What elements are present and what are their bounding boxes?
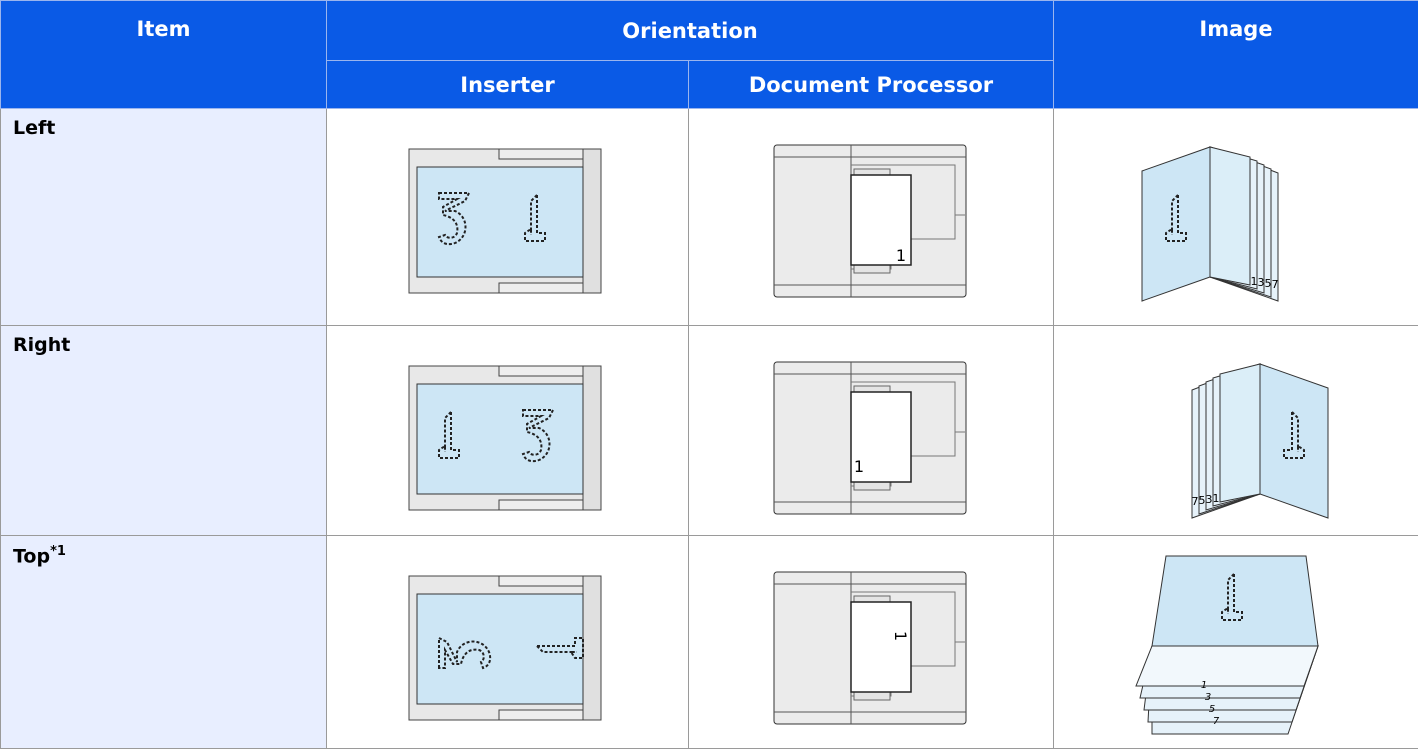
tray [583, 576, 601, 720]
page-number: 3 [1258, 276, 1265, 289]
item-cell: Top*1 [1, 536, 327, 749]
illustration [327, 109, 689, 324]
page-number: 1 [1251, 275, 1258, 288]
slot [499, 366, 583, 376]
page-number: 1 [854, 457, 864, 476]
page-number: 7 [1192, 495, 1199, 508]
tray [583, 366, 601, 510]
header-text: Inserter [460, 73, 555, 97]
paper [417, 594, 583, 704]
inserter-cell [327, 536, 689, 749]
processor-cell: 1 [689, 326, 1054, 536]
header-text: Document Processor [749, 73, 993, 97]
paper [417, 384, 583, 494]
header-text: Item [137, 17, 191, 41]
tray [583, 149, 601, 293]
illustration: 1 [689, 326, 1051, 534]
item-label: Top [13, 545, 50, 567]
header-cell: Document Processor [689, 61, 1054, 109]
footnote-mark: *1 [50, 544, 66, 559]
page [1136, 646, 1318, 686]
page-number: 5 [1199, 494, 1206, 507]
slot [499, 576, 583, 586]
cover-page [1260, 364, 1328, 518]
header-cell: Inserter [327, 61, 689, 109]
inserter-cell [327, 109, 689, 326]
slot [499, 283, 583, 293]
item-label: Right [13, 334, 70, 356]
cover-page [1142, 147, 1210, 301]
slot [499, 149, 583, 159]
paper [851, 602, 911, 692]
page-number: 3 [1206, 493, 1213, 506]
item-label: Left [13, 117, 55, 139]
illustration [327, 326, 689, 534]
processor-cell: 1 [689, 536, 1054, 749]
illustration: 1 [689, 109, 1051, 324]
header-text: Image [1199, 17, 1272, 41]
header-cell: Item [1, 1, 327, 109]
item-cell: Left [1, 109, 327, 326]
page-number: 7 [1272, 278, 1279, 291]
illustration [327, 536, 689, 747]
page [1220, 364, 1260, 502]
slot [499, 710, 583, 720]
page-number: 1 [1201, 680, 1207, 691]
page-number: 3 [1205, 692, 1211, 703]
illustration: 1 [689, 536, 1051, 747]
header-cell: Orientation [327, 1, 1054, 61]
slot [499, 500, 583, 510]
item-cell: Right [1, 326, 327, 536]
page-number: 1 [891, 631, 910, 641]
header-cell: Image [1054, 1, 1418, 109]
page-number: 5 [1209, 704, 1215, 715]
processor-cell: 1 [689, 109, 1054, 326]
page-number: 1 [896, 246, 906, 265]
page-number: 7 [1213, 716, 1220, 727]
inserter-cell [327, 326, 689, 536]
page-number: 1 [1213, 492, 1220, 505]
page [1210, 147, 1250, 285]
paper [417, 167, 583, 277]
page-number: 5 [1265, 277, 1272, 290]
header-text: Orientation [622, 19, 757, 43]
